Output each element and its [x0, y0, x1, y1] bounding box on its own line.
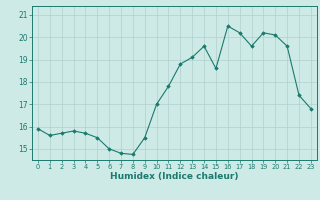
X-axis label: Humidex (Indice chaleur): Humidex (Indice chaleur): [110, 172, 239, 181]
